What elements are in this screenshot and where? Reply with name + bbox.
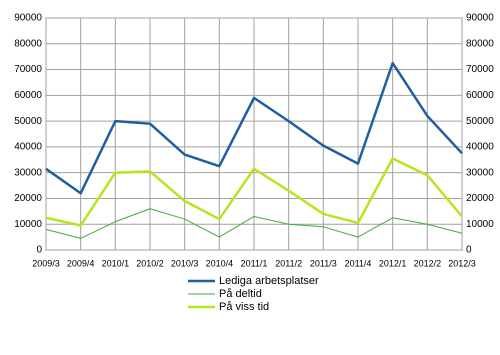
legend-label: På deltid — [219, 288, 262, 300]
y-tick-label: 80000 — [14, 38, 42, 49]
y-tick-label: 70000 — [14, 64, 42, 75]
y2-tick-label: 50000 — [466, 116, 494, 127]
y2-tick-label: 0 — [466, 245, 472, 256]
y-tick-label: 50000 — [14, 116, 42, 127]
x-tick-label: 2012/2 — [414, 258, 442, 268]
x-tick-label: 2011/4 — [345, 258, 372, 268]
legend-label: På viss tid — [219, 301, 269, 313]
y2-tick-label: 30000 — [466, 167, 494, 178]
y2-tick-label: 70000 — [466, 64, 494, 75]
y-tick-label: 20000 — [14, 193, 42, 204]
x-tick-label: 2010/4 — [206, 258, 234, 268]
y-tick-label: 90000 — [14, 13, 42, 24]
series-line — [45, 157, 463, 227]
y2-tick-label: 40000 — [466, 142, 494, 153]
x-tick-label: 2009/3 — [32, 258, 60, 268]
series-line — [45, 61, 463, 195]
x-tick-label: 2010/2 — [136, 258, 164, 268]
y-tick-label: 30000 — [14, 167, 42, 178]
x-tick-label: 2011/1 — [241, 258, 268, 268]
y-tick-label: 40000 — [14, 142, 42, 153]
y-tick-label: 60000 — [14, 90, 42, 101]
y2-tick-label: 20000 — [466, 193, 494, 204]
y-tick-label: 0 — [36, 245, 42, 256]
legend-label: Lediga arbetsplatser — [219, 275, 319, 287]
y2-tick-label: 60000 — [466, 90, 494, 101]
x-tick-label: 2010/1 — [102, 258, 130, 268]
y2-tick-label: 90000 — [466, 13, 494, 24]
x-tick-label: 2012/1 — [379, 258, 407, 268]
y2-tick-label: 80000 — [466, 38, 494, 49]
x-tick-label: 2009/4 — [67, 258, 95, 268]
x-tick-label: 2012/3 — [448, 258, 476, 268]
x-tick-label: 2010/3 — [171, 258, 199, 268]
y-tick-label: 10000 — [14, 219, 42, 230]
x-tick-label: 2011/2 — [275, 258, 302, 268]
x-tick-label: 2011/3 — [310, 258, 337, 268]
series-line — [45, 208, 463, 239]
y2-tick-label: 10000 — [466, 219, 494, 230]
